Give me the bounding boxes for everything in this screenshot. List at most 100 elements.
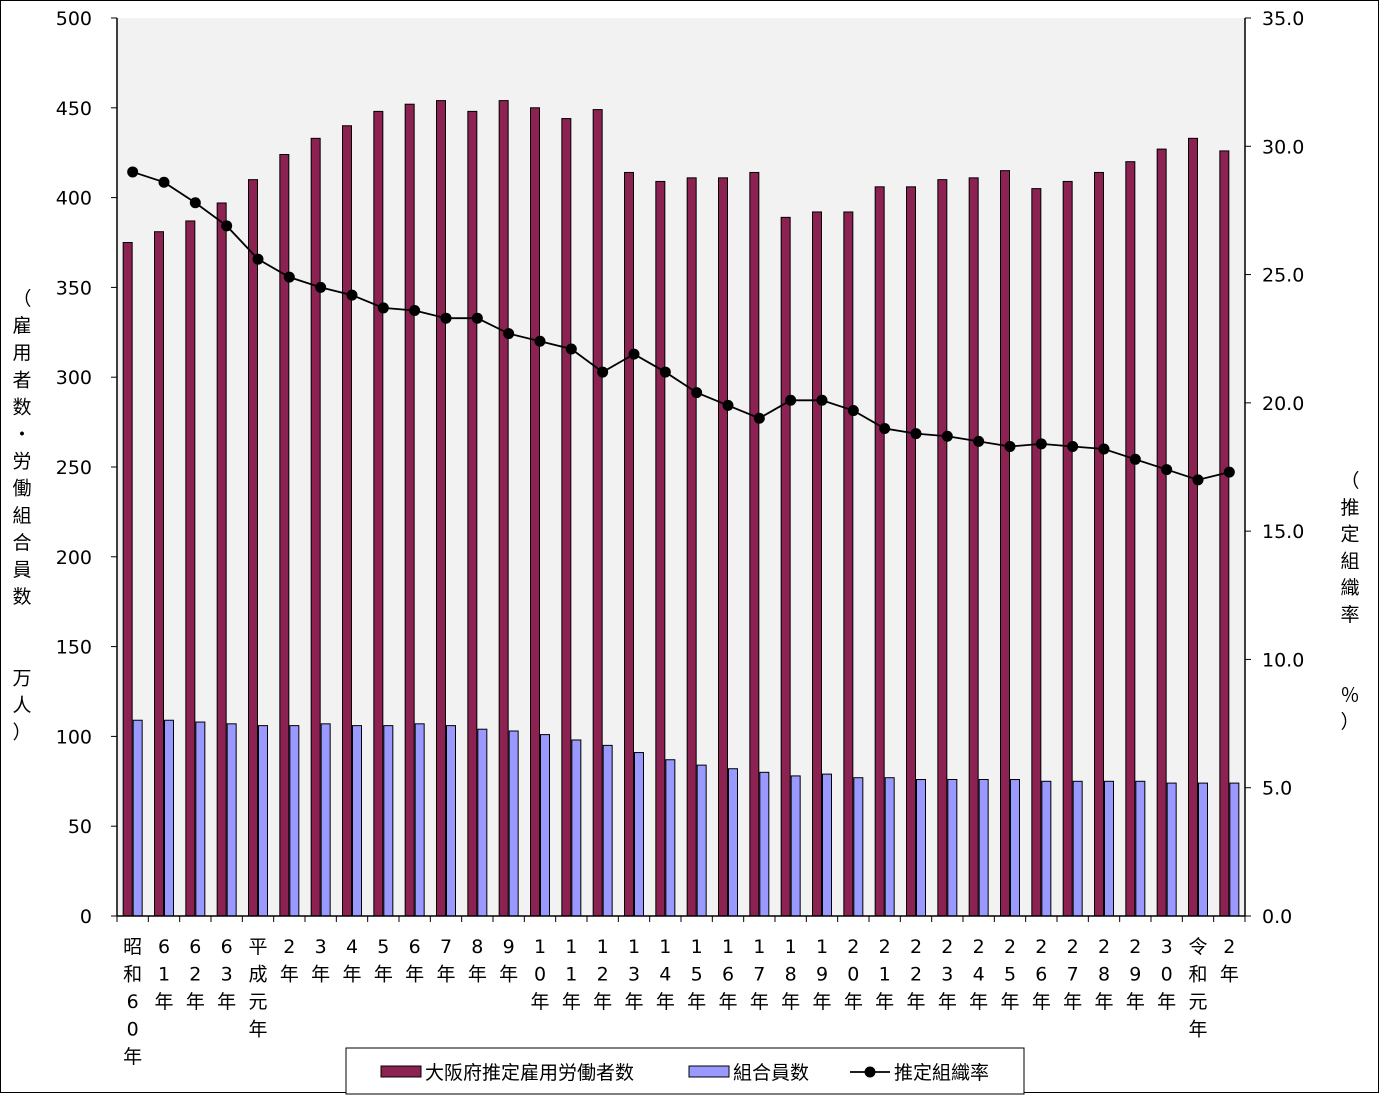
bar-employees-9	[404, 103, 415, 917]
left-tick-label-6: 300	[56, 367, 92, 389]
left-tick-label-9: 450	[56, 98, 92, 120]
bar-members-15	[602, 744, 613, 917]
bar-members-22	[822, 773, 832, 917]
bar-members-8	[383, 725, 394, 917]
category-label-4: 平成元年	[248, 936, 267, 1041]
point-rate-32	[1129, 453, 1141, 465]
bar-employees-22	[812, 211, 822, 917]
left-axis-title: （雇用者数・労働組合員数 万人）	[12, 288, 31, 744]
right-tick-label-2: 10.0	[1262, 649, 1304, 671]
point-rate-33	[1161, 464, 1173, 476]
right-tick-label-0: 0.0	[1262, 906, 1292, 928]
bar-members-20	[759, 771, 770, 917]
right-tick-label-1: 5.0	[1262, 778, 1292, 800]
bar-members-31	[1104, 780, 1114, 917]
point-rate-24	[879, 423, 891, 435]
bar-members-11	[477, 728, 488, 917]
point-rate-6	[315, 281, 327, 293]
bar-employees-4	[248, 179, 258, 917]
bar-members-0	[132, 719, 143, 917]
legend-swatch-marker-2	[864, 1066, 876, 1078]
point-rate-18	[691, 387, 703, 399]
left-tick-label-5: 250	[56, 457, 92, 479]
point-rate-7	[346, 289, 358, 301]
right-axis-title: （推定組織率 ％）	[1340, 470, 1359, 733]
point-rate-31	[1098, 443, 1110, 455]
left-axis-ticks: 0 50 100 150 200 250 300 350 400 450 500	[56, 8, 117, 928]
point-rate-17	[659, 366, 671, 378]
point-rate-8	[377, 302, 389, 314]
bar-members-24	[884, 777, 895, 917]
bar-members-27	[978, 779, 989, 917]
left-tick-label-1: 50	[68, 816, 92, 838]
right-tick-label-4: 20.0	[1262, 393, 1304, 415]
bar-employees-7	[342, 125, 352, 917]
bar-members-26	[947, 779, 958, 917]
line-group	[127, 166, 1235, 486]
bar-employees-15	[592, 109, 603, 917]
left-tick-label-4: 200	[56, 547, 92, 569]
point-rate-30	[1067, 440, 1079, 452]
point-rate-10	[440, 312, 452, 324]
bar-members-4	[258, 725, 268, 917]
legend-label-0: 大阪府推定雇用労働者数	[425, 1062, 634, 1084]
bar-members-13	[540, 734, 550, 917]
bar-members-19	[728, 768, 738, 917]
point-rate-34	[1192, 474, 1204, 486]
bar-employees-19	[718, 177, 728, 917]
bar-employees-24	[874, 186, 885, 917]
point-rate-12	[503, 328, 515, 340]
bar-members-17	[665, 759, 676, 917]
left-tick-label-7: 350	[56, 277, 92, 299]
bar-members-34	[1198, 782, 1208, 917]
right-tick-label-7: 35.0	[1262, 8, 1304, 30]
bar-members-29	[1041, 780, 1052, 917]
point-rate-5	[283, 271, 295, 283]
axis-titles: （雇用者数・労働組合員数 万人） （推定組織率 ％）	[12, 288, 1359, 744]
bar-members-33	[1166, 782, 1177, 917]
bar-employees-17	[655, 180, 666, 917]
point-rate-9	[409, 304, 421, 316]
point-rate-15	[597, 366, 609, 378]
bar-members-35	[1229, 782, 1240, 917]
point-rate-16	[628, 348, 640, 360]
bar-members-32	[1135, 780, 1146, 917]
bar-members-30	[1072, 780, 1083, 917]
bar-members-21	[790, 775, 801, 917]
bar-members-5	[289, 725, 300, 917]
bar-employees-10	[436, 100, 446, 917]
right-tick-label-5: 25.0	[1262, 265, 1304, 287]
legend-label-1: 組合員数	[733, 1062, 809, 1084]
bar-members-14	[571, 739, 582, 917]
bar-members-12	[508, 730, 519, 917]
bar-employees-2	[185, 220, 196, 917]
point-rate-11	[471, 312, 483, 324]
bar-members-16	[634, 752, 644, 917]
right-axis-ticks: 0.0 5.0 10.0 15.0 20.0 25.0 30.0 35.0	[1245, 8, 1304, 928]
bar-employees-16	[624, 171, 634, 917]
bar-employees-6	[310, 137, 321, 917]
left-tick-label-2: 100	[56, 726, 92, 748]
point-rate-4	[252, 253, 264, 265]
bar-employees-3	[216, 202, 227, 917]
point-rate-27	[973, 435, 985, 447]
point-rate-2	[189, 197, 201, 209]
